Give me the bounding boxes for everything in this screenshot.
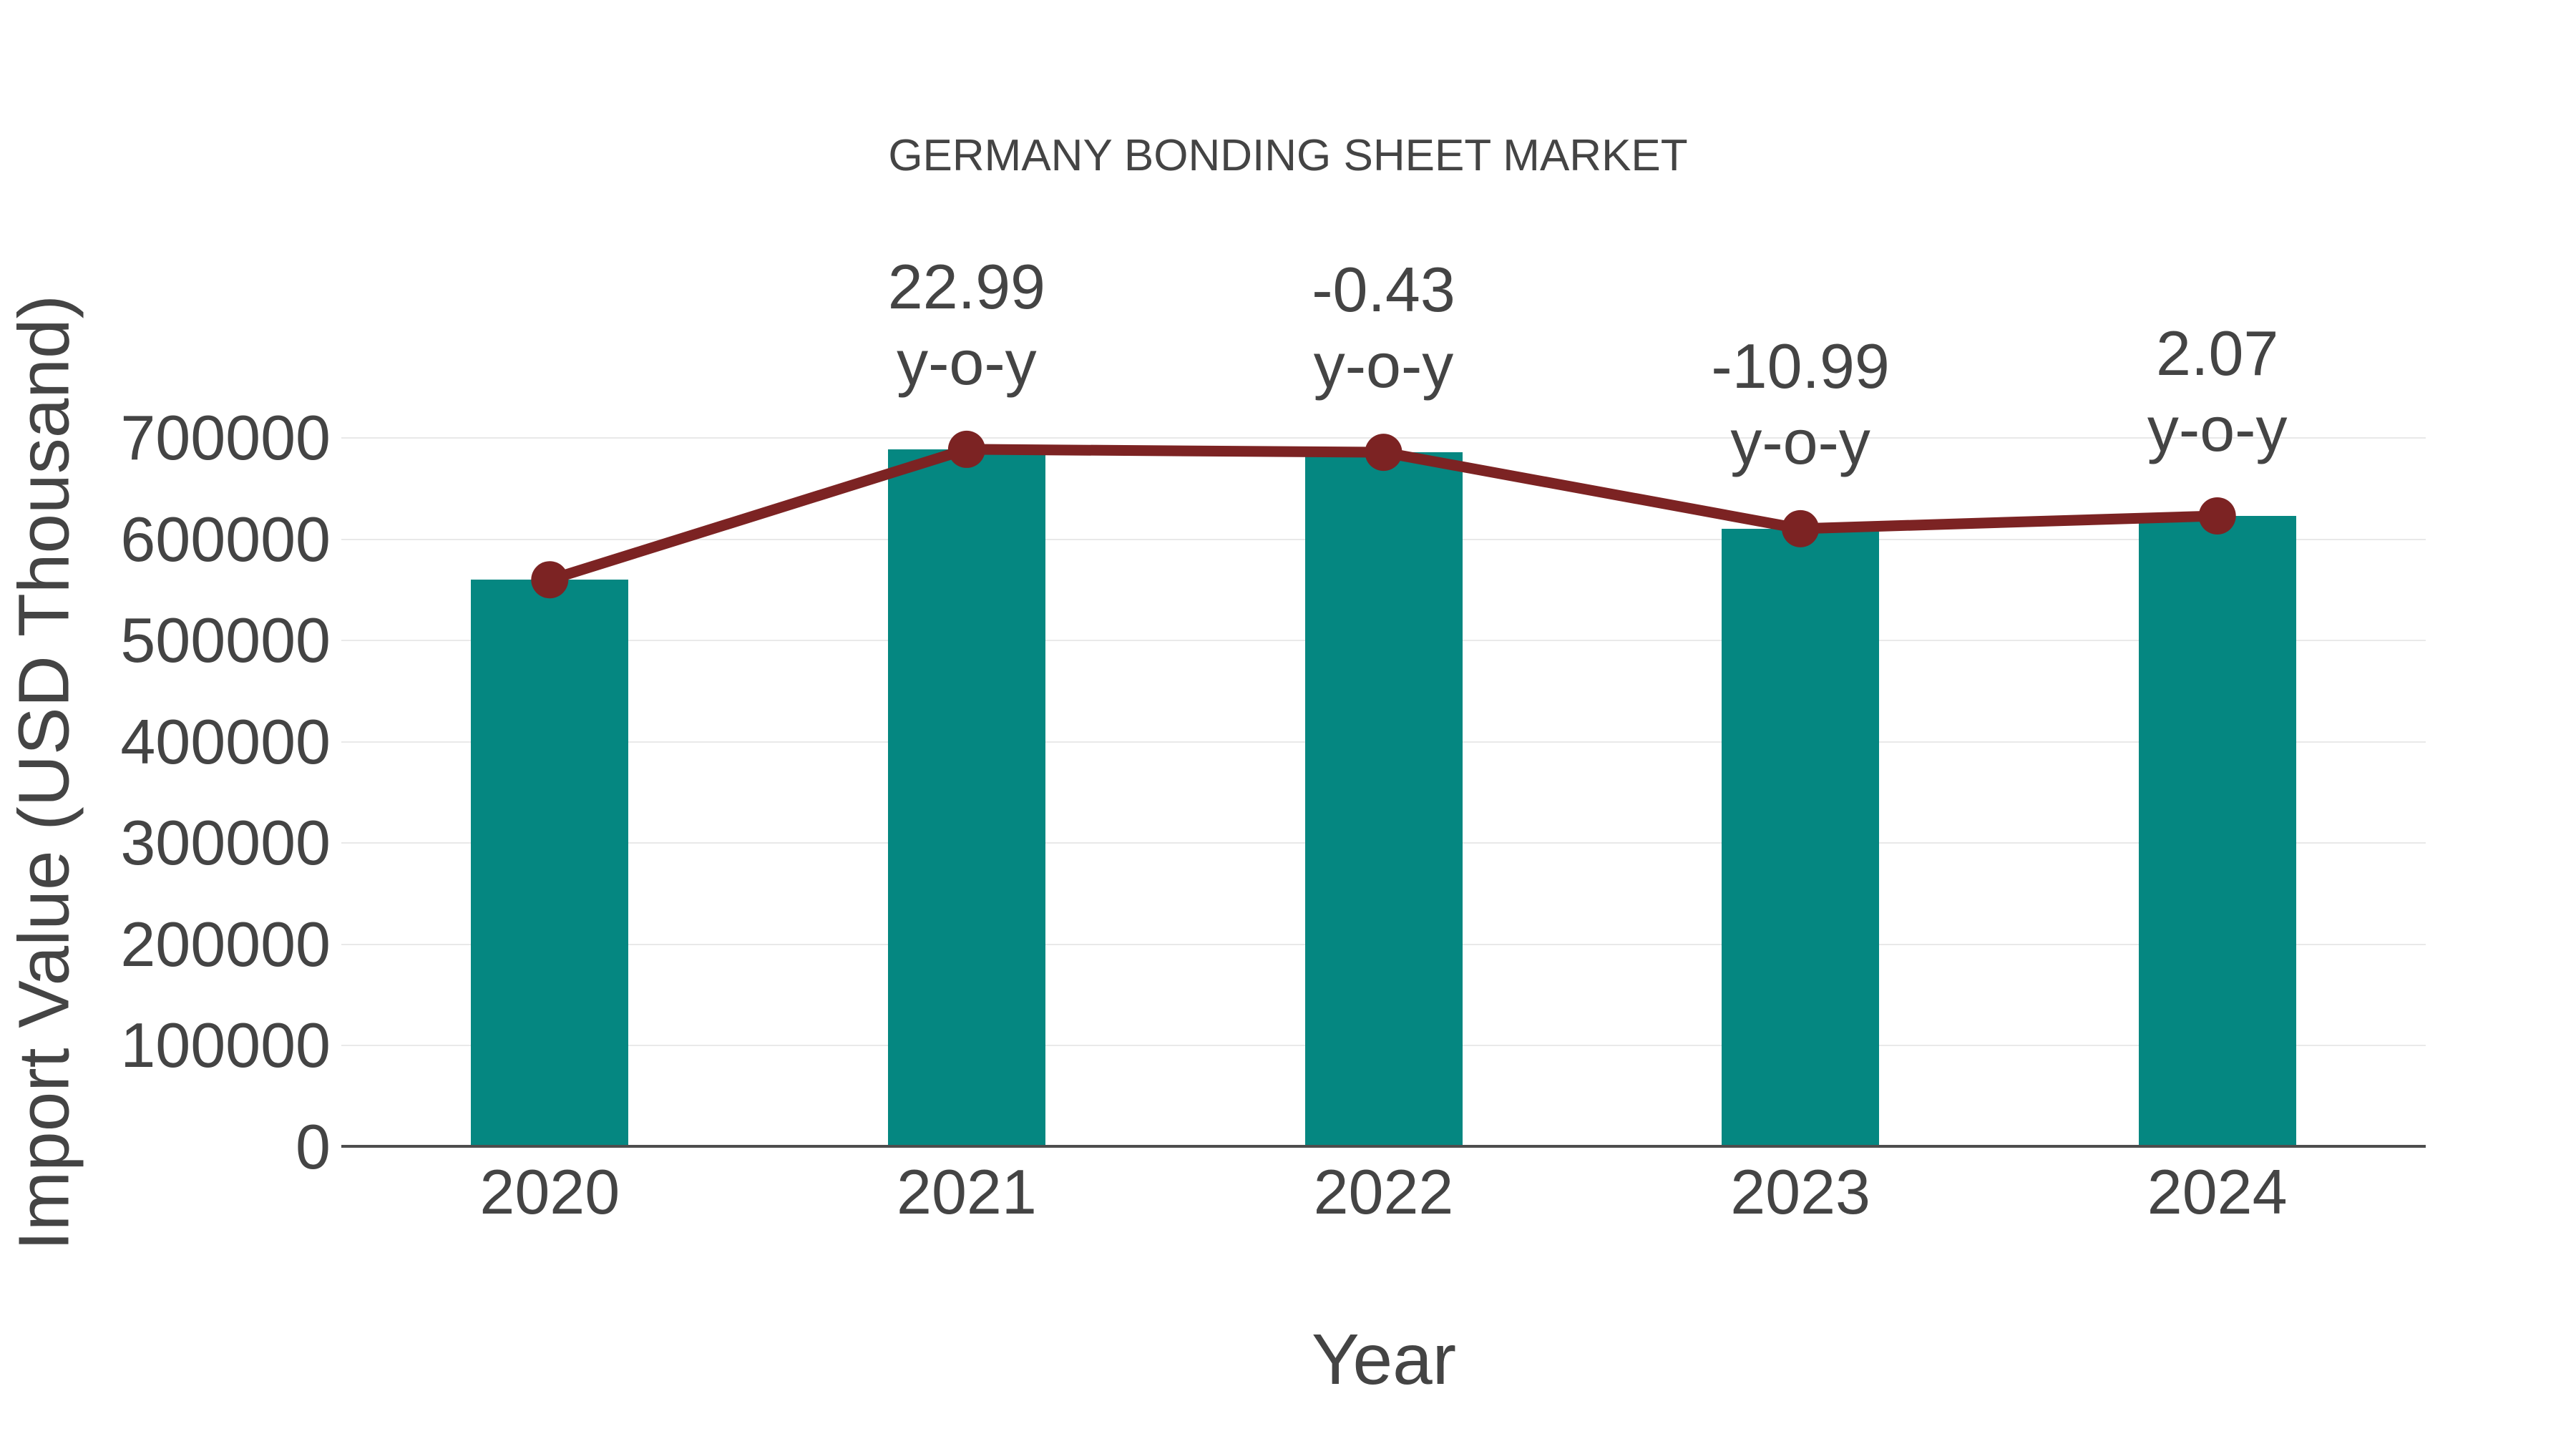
bar-2022 (1304, 452, 1463, 1147)
x-axis-line (341, 1145, 2426, 1148)
yoy-suffix: y-o-y (1730, 406, 1870, 477)
x-tick-label: 2020 (479, 1156, 620, 1227)
yoy-suffix: y-o-y (897, 326, 1037, 398)
y-tick-label: 400000 (120, 706, 331, 777)
chart-title: GERMANY BONDING SHEET MARKET (888, 131, 1688, 180)
y-tick-label: 200000 (120, 908, 331, 980)
y-tick-label: 500000 (120, 605, 331, 676)
x-tick-label: 2021 (897, 1156, 1037, 1227)
yoy-annotation-2024: 2.07 y-o-y (1989, 316, 2446, 467)
y-tick-label: 300000 (120, 807, 331, 879)
trend-marker-2021 (947, 430, 985, 468)
yoy-annotation-2021: 22.99 y-o-y (738, 249, 1196, 401)
x-axis-title: Year (1311, 1319, 1457, 1400)
bar-2024 (2138, 515, 2296, 1147)
y-tick-label: 600000 (120, 503, 331, 575)
bar-2020 (471, 580, 629, 1147)
yoy-annotation-2022: -0.43 y-o-y (1155, 252, 1613, 404)
x-tick-label: 2023 (1730, 1156, 1870, 1227)
trend-marker-2022 (1365, 434, 1402, 472)
bar-2023 (1722, 528, 1880, 1147)
y-tick-label: 0 (296, 1111, 331, 1182)
yoy-annotation-2023: -10.99 y-o-y (1571, 328, 2029, 480)
y-tick-label: 100000 (120, 1010, 331, 1081)
yoy-suffix: y-o-y (2147, 393, 2288, 464)
trend-marker-2020 (531, 561, 569, 599)
yoy-value: 2.07 (2156, 317, 2279, 389)
yoy-suffix: y-o-y (1313, 330, 1454, 401)
x-tick-label: 2024 (2147, 1156, 2288, 1227)
y-tick-label: 700000 (120, 402, 331, 473)
trend-marker-2023 (1782, 509, 1820, 547)
bar-2021 (887, 449, 1045, 1147)
x-tick-label: 2022 (1313, 1156, 1454, 1227)
yoy-value: -0.43 (1312, 254, 1455, 326)
trend-marker-2024 (2198, 497, 2236, 535)
yoy-value: -10.99 (1711, 330, 1890, 401)
yoy-value: 22.99 (887, 250, 1045, 322)
